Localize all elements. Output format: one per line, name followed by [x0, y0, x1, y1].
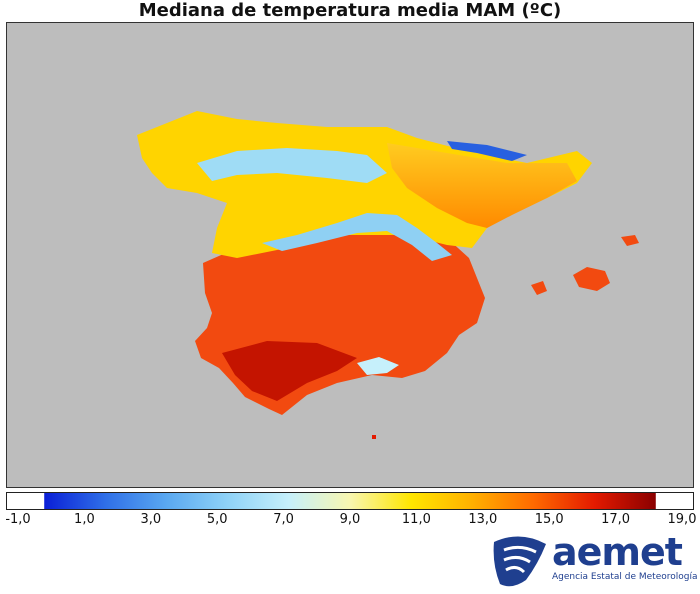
logo-subtitle: Agencia Estatal de Meteorología — [552, 572, 698, 582]
colorbar-tick-label: 1,0 — [74, 512, 95, 527]
colorbar-tick-label: 15,0 — [534, 512, 564, 527]
guadalquivir-hot — [222, 341, 357, 401]
colorbar-tick-label: 17,0 — [601, 512, 631, 527]
pyrenees-cold — [447, 141, 527, 161]
central-system-cold — [262, 213, 452, 261]
colorbar-tick-label: 9,0 — [339, 512, 361, 527]
temperature-map — [137, 111, 639, 439]
aemet-logo: aemet Agencia Estatal de Meteorología — [490, 530, 698, 590]
ibiza — [531, 281, 547, 295]
sierra-nevada-cold — [357, 357, 399, 375]
mallorca — [573, 267, 610, 291]
ebro-valley — [387, 143, 577, 228]
map-panel — [6, 22, 694, 488]
logo-wordmark: aemet — [552, 530, 683, 574]
colorbar-tick-label: 7,0 — [273, 512, 294, 527]
colorbar-tick-label: 19,0 — [667, 512, 697, 527]
alboran-island — [372, 435, 376, 439]
aemet-emblem-icon — [493, 536, 546, 587]
colorbar-tick-label: 11,0 — [401, 512, 431, 527]
map-title: Mediana de temperatura media MAM (ºC) — [138, 0, 562, 21]
cantabrian-cold — [197, 148, 387, 183]
colorbar-tick-label: 5,0 — [206, 512, 228, 527]
menorca — [621, 235, 639, 246]
colorbar-tick-label: -1,0 — [5, 512, 31, 527]
colorbar-tick-label: 13,0 — [468, 512, 498, 527]
colorbar — [6, 492, 694, 510]
colorbar-tick-label: 3,0 — [140, 512, 162, 527]
